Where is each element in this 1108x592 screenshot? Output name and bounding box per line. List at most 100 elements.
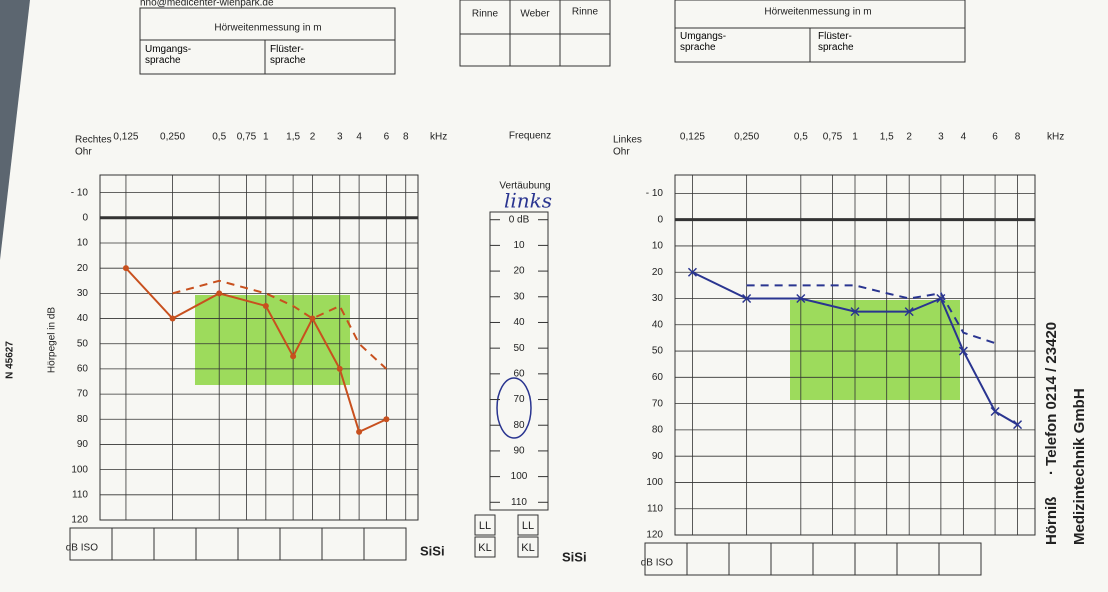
- x-tick-label: 0,75: [237, 132, 257, 143]
- ear-label: Linkes: [613, 135, 642, 146]
- tick-label: 30: [513, 291, 525, 302]
- cell: Flüster-sprache: [270, 44, 306, 66]
- x-tick-label: 2: [310, 132, 316, 143]
- cell-text: Umgangs-sprache: [680, 31, 727, 53]
- table-title: Hörweitenmessung in m: [764, 7, 871, 18]
- tick-label: 70: [513, 394, 525, 405]
- header-box: [459, 0, 611, 67]
- tick-label: 100: [511, 471, 528, 482]
- y-tick-label: 120: [646, 530, 663, 541]
- box-label: LL: [479, 520, 491, 532]
- cell-text: Weber: [520, 9, 550, 20]
- y-tick-label: 20: [652, 267, 664, 278]
- point: [936, 293, 946, 304]
- y-tick-label: 90: [77, 439, 89, 450]
- y-tick-label: 80: [77, 414, 89, 425]
- tick-label: 20: [513, 266, 525, 277]
- cell-text: Rinne: [472, 9, 499, 20]
- y-tick-label: 70: [652, 398, 664, 409]
- y-tick-label: 0: [82, 212, 88, 223]
- point: [904, 307, 914, 317]
- x-tick-label: 1: [852, 132, 858, 143]
- y-tick-label: 30: [652, 293, 664, 304]
- cell-text: Umgangs-sprache: [145, 44, 192, 66]
- tick-label: 50: [513, 343, 525, 354]
- y-tick-label: 30: [77, 288, 89, 299]
- y-tick-label: 100: [71, 464, 88, 475]
- point: [290, 353, 297, 360]
- point: [336, 365, 343, 372]
- x-tick-label: 0,250: [160, 132, 185, 143]
- cell: [938, 542, 982, 576]
- x-tick-label: 0,75: [823, 132, 843, 143]
- box-label: KL: [478, 542, 491, 554]
- point: [122, 265, 129, 272]
- form-code: N 45627: [5, 341, 16, 379]
- highlight: [195, 295, 350, 385]
- box: [517, 514, 539, 536]
- x-tick-label: 1,5: [880, 132, 894, 143]
- cell: Umgangs-sprache: [145, 44, 192, 66]
- y-tick-label: 110: [647, 503, 663, 514]
- company: Medizintechnik GmbH: [1071, 388, 1088, 545]
- point: [742, 293, 752, 304]
- x-tick-label: 0,5: [212, 132, 226, 143]
- y-tick-label: 60: [652, 372, 664, 383]
- point: [796, 293, 806, 304]
- box-label: LL: [522, 520, 534, 532]
- y-tick-label: 10: [652, 241, 664, 252]
- circle-annotation: [496, 377, 532, 439]
- point: [990, 406, 1000, 417]
- x-tick-label: 0,125: [680, 132, 705, 143]
- company: Hörniß: [1043, 497, 1060, 545]
- sisi-label: SiSi: [420, 543, 445, 558]
- box-label: KL: [521, 542, 534, 554]
- y-axis-label: Hörpegel in dB: [47, 307, 58, 373]
- masking-title: Vertäubung: [499, 181, 550, 192]
- y-tick-label: - 10: [646, 188, 664, 199]
- masking-scale: [489, 211, 549, 511]
- x-tick-label: 2: [906, 132, 912, 143]
- y-tick-label: 20: [77, 263, 89, 274]
- point: [383, 416, 390, 423]
- y-tick-label: 100: [646, 477, 663, 488]
- tick-label: 90: [513, 446, 525, 457]
- point: [958, 346, 968, 356]
- y-tick-label: 10: [77, 238, 89, 249]
- x-unit: kHz: [430, 132, 447, 143]
- x-unit: kHz: [1047, 132, 1064, 143]
- y-tick-label: 40: [652, 319, 664, 330]
- x-tick-label: 1,5: [286, 132, 300, 143]
- tick-label: 40: [513, 317, 525, 328]
- tick-label: 80: [513, 420, 525, 431]
- cell: Flüster-sprache: [818, 31, 854, 53]
- y-unit: dB ISO: [641, 558, 673, 569]
- x-tick-label: 8: [403, 132, 409, 143]
- point: [687, 267, 697, 277]
- ear-label: Ohr: [613, 147, 630, 158]
- y-tick-label: 0: [657, 214, 663, 225]
- y-tick-label: 80: [652, 425, 664, 436]
- cell: [363, 527, 407, 561]
- email: hno@medicenter-wienpark.de: [140, 0, 274, 9]
- y-tick-label: 40: [77, 313, 89, 324]
- point: [169, 315, 176, 322]
- x-tick-label: 4: [356, 132, 362, 143]
- y-tick-label: 50: [652, 346, 664, 357]
- tick-label: 10: [513, 240, 525, 251]
- x-tick-label: 6: [384, 132, 390, 143]
- box: [517, 536, 539, 558]
- box: [474, 514, 496, 536]
- ear-label: Rechtes: [75, 135, 112, 146]
- phone: · Telefon 0214 / 23420: [1043, 322, 1060, 475]
- y-tick-label: 120: [71, 515, 88, 526]
- y-unit: dB ISO: [66, 543, 98, 554]
- x-tick-label: 1: [263, 132, 269, 143]
- handwritten-note: links: [504, 189, 552, 213]
- x-tick-label: 0,250: [734, 132, 759, 143]
- point: [262, 302, 269, 309]
- series-line: [172, 279, 388, 370]
- series-line: [746, 284, 996, 345]
